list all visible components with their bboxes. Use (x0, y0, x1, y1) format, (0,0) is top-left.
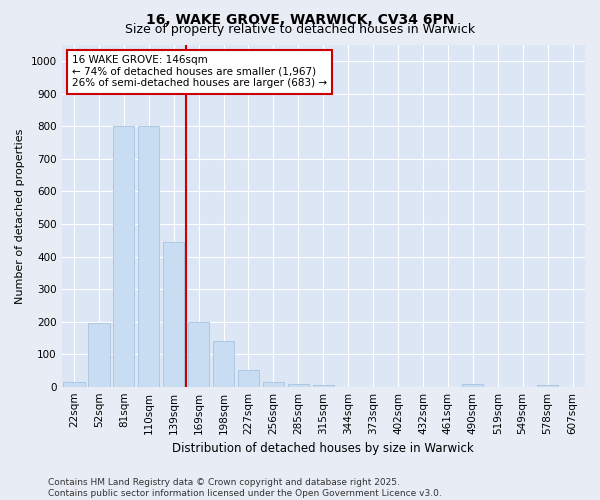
Bar (238, 370, 259, 386)
Bar (188, 322, 209, 386)
Bar (138, 126, 160, 386)
Bar (163, 242, 184, 386)
Bar (113, 126, 134, 386)
Text: Size of property relative to detached houses in Warwick: Size of property relative to detached ho… (125, 22, 475, 36)
Bar (313, 385, 334, 386)
Bar (64, 382, 85, 386)
Text: 16 WAKE GROVE: 146sqm
← 74% of detached houses are smaller (1,967)
26% of semi-d: 16 WAKE GROVE: 146sqm ← 74% of detached … (72, 56, 327, 88)
Y-axis label: Number of detached properties: Number of detached properties (15, 128, 25, 304)
Bar (462, 384, 484, 386)
Text: 16, WAKE GROVE, WARWICK, CV34 6PN: 16, WAKE GROVE, WARWICK, CV34 6PN (146, 12, 454, 26)
Text: Contains HM Land Registry data © Crown copyright and database right 2025.
Contai: Contains HM Land Registry data © Crown c… (48, 478, 442, 498)
Bar (263, 382, 284, 386)
Bar (537, 385, 558, 386)
Bar (213, 341, 234, 386)
Bar (88, 323, 110, 386)
X-axis label: Distribution of detached houses by size in Warwick: Distribution of detached houses by size … (172, 442, 474, 455)
Bar (288, 384, 309, 386)
